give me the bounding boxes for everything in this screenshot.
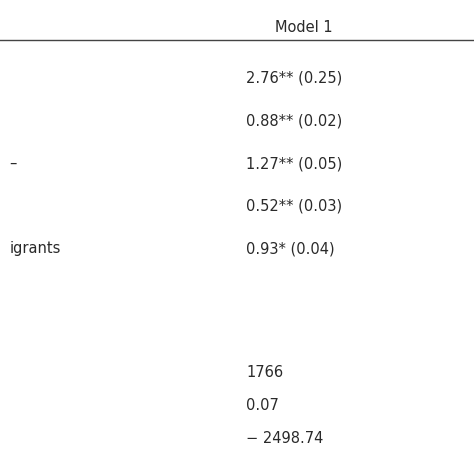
- Text: 0.52** (0.03): 0.52** (0.03): [246, 199, 343, 214]
- Text: − 2498.74: − 2498.74: [246, 431, 324, 446]
- Text: 0.93* (0.04): 0.93* (0.04): [246, 241, 335, 256]
- Text: Model 1: Model 1: [274, 20, 332, 35]
- Text: igrants: igrants: [9, 241, 61, 256]
- Text: 0.07: 0.07: [246, 398, 279, 413]
- Text: 2.76** (0.25): 2.76** (0.25): [246, 71, 343, 86]
- Text: –: –: [9, 156, 17, 171]
- Text: 0.88** (0.02): 0.88** (0.02): [246, 113, 343, 128]
- Text: 1766: 1766: [246, 365, 283, 380]
- Text: 1.27** (0.05): 1.27** (0.05): [246, 156, 343, 171]
